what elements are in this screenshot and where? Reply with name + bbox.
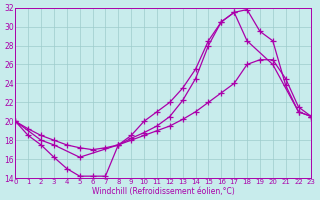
X-axis label: Windchill (Refroidissement éolien,°C): Windchill (Refroidissement éolien,°C) — [92, 187, 235, 196]
